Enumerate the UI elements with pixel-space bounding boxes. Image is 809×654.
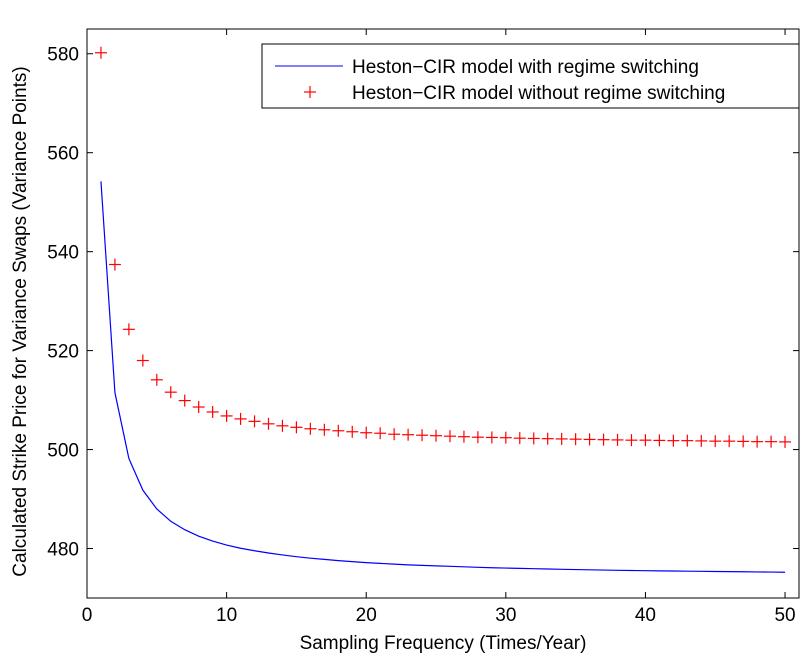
data-point-no-regime-switching: [416, 429, 429, 442]
data-point-no-regime-switching: [583, 433, 596, 446]
y-tick-label: 520: [47, 342, 79, 363]
x-axis-label: Sampling Frequency (Times/Year): [300, 633, 587, 654]
series-line-regime-switching: [100, 181, 786, 573]
data-point-no-regime-switching: [625, 434, 638, 447]
data-point-no-regime-switching: [136, 354, 149, 367]
data-point-no-regime-switching: [709, 435, 722, 448]
data-point-no-regime-switching: [388, 428, 401, 441]
data-point-no-regime-switching: [304, 422, 317, 435]
y-tick-label: 500: [47, 441, 79, 462]
data-point-no-regime-switching: [122, 323, 135, 336]
x-tick-label: 20: [356, 605, 377, 626]
data-point-no-regime-switching: [150, 373, 163, 386]
data-point-no-regime-switching: [639, 434, 652, 447]
data-point-no-regime-switching: [457, 430, 470, 443]
data-point-no-regime-switching: [751, 435, 764, 448]
data-point-no-regime-switching: [485, 431, 498, 444]
data-point-no-regime-switching: [192, 401, 205, 414]
data-point-no-regime-switching: [443, 430, 456, 443]
data-point-no-regime-switching: [695, 434, 708, 447]
data-point-no-regime-switching: [94, 46, 107, 59]
data-point-no-regime-switching: [360, 426, 373, 439]
legend-entry-no-regime-switching: Heston−CIR model without regime switchin…: [352, 83, 725, 104]
legend-entry-regime-switching: Heston−CIR model with regime switching: [352, 57, 699, 78]
data-point-no-regime-switching: [611, 433, 624, 446]
data-point-no-regime-switching: [499, 431, 512, 444]
y-axis-label: Calculated Strike Price for Variance Swa…: [10, 66, 31, 576]
series-layer: [94, 46, 792, 573]
plot-area: [86, 28, 800, 599]
data-point-no-regime-switching: [779, 435, 792, 448]
data-point-no-regime-switching: [527, 432, 540, 445]
x-tick-label: 50: [774, 605, 795, 626]
data-point-no-regime-switching: [402, 428, 415, 441]
data-point-no-regime-switching: [555, 432, 568, 445]
data-point-no-regime-switching: [471, 431, 484, 444]
x-tick-label: 0: [82, 605, 93, 626]
tick-labels: 0 10 20 30 40 50 480 500 520 540 560 580: [47, 45, 795, 626]
legend-box: [261, 43, 800, 109]
data-point-no-regime-switching: [765, 435, 778, 448]
data-point-no-regime-switching: [276, 419, 289, 432]
data-point-no-regime-switching: [723, 435, 736, 448]
data-point-no-regime-switching: [178, 394, 191, 407]
data-point-no-regime-switching: [164, 386, 177, 399]
data-point-no-regime-switching: [513, 432, 526, 445]
data-point-no-regime-switching: [332, 424, 345, 437]
data-point-no-regime-switching: [290, 421, 303, 434]
legend-swatch-no-regime-switching: [304, 86, 316, 98]
axis-ticks: [86, 29, 799, 598]
x-tick-label: 30: [495, 605, 516, 626]
y-tick-label: 560: [47, 144, 79, 165]
data-point-no-regime-switching: [248, 415, 261, 428]
data-point-no-regime-switching: [430, 429, 443, 442]
y-tick-label: 480: [47, 540, 79, 561]
data-point-no-regime-switching: [737, 435, 750, 448]
data-point-no-regime-switching: [374, 427, 387, 440]
data-point-no-regime-switching: [262, 417, 275, 430]
y-tick-label: 580: [47, 45, 79, 66]
data-point-no-regime-switching: [346, 425, 359, 438]
data-point-no-regime-switching: [569, 433, 582, 446]
data-point-no-regime-switching: [318, 423, 331, 436]
x-tick-label: 40: [635, 605, 656, 626]
data-point-no-regime-switching: [653, 434, 666, 447]
data-point-no-regime-switching: [541, 432, 554, 445]
legend-marker-plus: [304, 86, 316, 98]
data-point-no-regime-switching: [220, 409, 233, 422]
legend: Heston−CIR model with regime switching H…: [261, 43, 800, 109]
x-tick-label: 10: [216, 605, 237, 626]
data-point-no-regime-switching: [681, 434, 694, 447]
data-point-no-regime-switching: [206, 405, 219, 418]
data-point-no-regime-switching: [667, 434, 680, 447]
data-point-no-regime-switching: [108, 258, 121, 271]
data-point-no-regime-switching: [597, 433, 610, 446]
data-point-no-regime-switching: [234, 412, 247, 425]
y-tick-label: 540: [47, 243, 79, 264]
